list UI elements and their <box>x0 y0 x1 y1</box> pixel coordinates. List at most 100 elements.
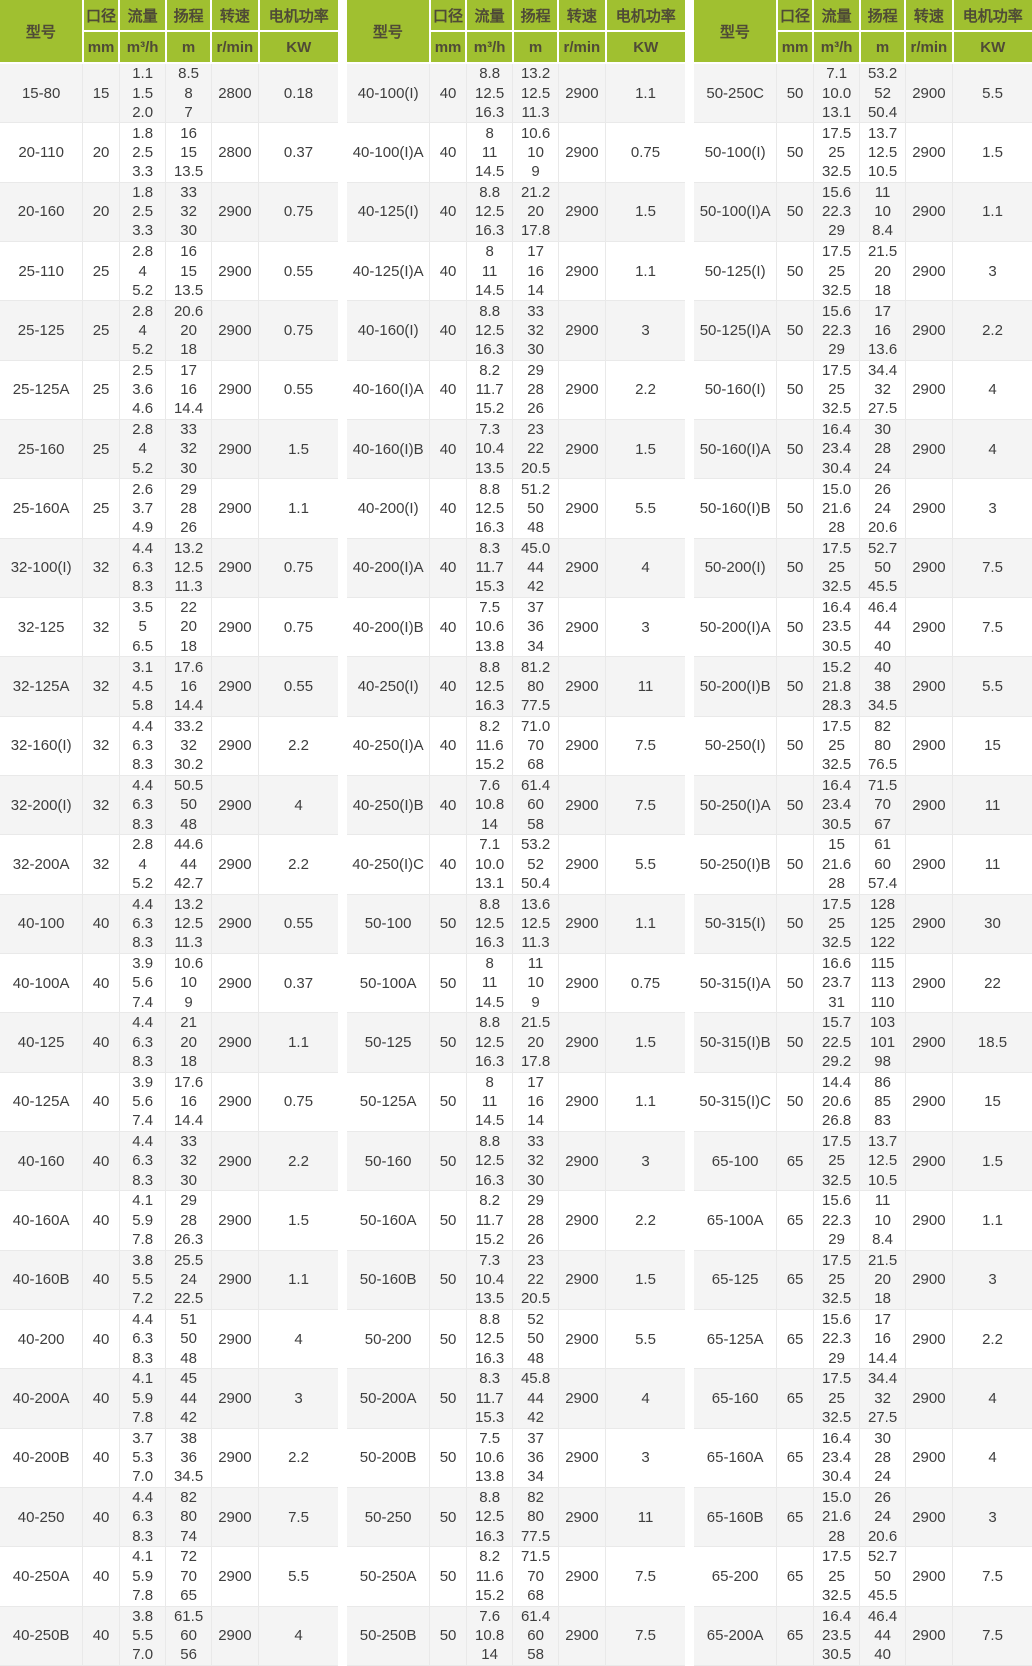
flow-cell-value: 8.3 <box>479 1370 501 1388</box>
table-row: 40-250B 40 3.8 5.5 7.0 61.5 60 56 2900 4 <box>0 1605 338 1666</box>
flow-cell: 16.4 23.4 30.5 <box>812 774 861 836</box>
power-cell: 1.5 <box>605 418 685 480</box>
head-cell-value: 26 <box>874 480 891 498</box>
head-cell-value: 80 <box>874 737 891 755</box>
flow-cell-value: 25 <box>828 143 845 161</box>
speed-cell: 2900 <box>904 418 954 480</box>
flow-cell-value: 8.3 <box>132 1349 154 1367</box>
speed-cell: 2900 <box>904 1012 954 1073</box>
col-header-power: 电机功率 <box>951 0 1032 32</box>
diameter-cell: 40 <box>82 1427 120 1488</box>
diameter-cell: 65 <box>776 1368 814 1429</box>
diameter-cell: 50 <box>429 1546 467 1607</box>
diameter-cell: 40 <box>82 1012 120 1073</box>
flow-cell-value: 4 <box>138 321 147 339</box>
diameter-cell: 40 <box>82 893 120 954</box>
table-row: 25-125 25 2.8 4 5.2 20.6 20 18 2900 0.75 <box>0 300 338 361</box>
power-cell: 0.75 <box>258 181 338 242</box>
head-cell: 17.6 16 14.4 <box>165 1071 212 1132</box>
model-cell: 40-200 <box>0 1308 84 1370</box>
flow-cell-value: 8.8 <box>479 480 501 498</box>
head-cell-value: 51 <box>180 1311 197 1329</box>
power-cell: 1.1 <box>258 1012 338 1073</box>
head-cell-value: 30 <box>527 341 544 359</box>
col-header-flow: 流量 <box>465 0 514 32</box>
col-header-speed: 转速 <box>557 0 607 32</box>
diameter-cell: 32 <box>82 774 120 836</box>
head-cell: 44.6 44 42.7 <box>165 834 212 895</box>
speed-cell: 2900 <box>210 834 260 895</box>
table-row: 40-100(I)A 40 8 11 14.5 10.6 10 9 2900 0.75 <box>347 122 685 183</box>
flow-cell-value: 3.6 <box>132 381 154 399</box>
diameter-cell: 65 <box>776 1427 814 1488</box>
flow-cell-value: 3.7 <box>132 1429 154 1447</box>
model-cell: 50-160 <box>347 1130 431 1192</box>
head-cell-value: 60 <box>527 1627 544 1645</box>
flow-cell-value: 5.6 <box>132 974 154 992</box>
head-cell: 30 28 24 <box>859 418 906 480</box>
flow-cell-value: 22.3 <box>822 1211 852 1229</box>
flow-cell-value: 2.5 <box>132 361 154 379</box>
diameter-cell: 40 <box>82 1130 120 1192</box>
speed-cell: 2900 <box>904 122 954 183</box>
speed-cell: 2900 <box>904 478 954 539</box>
head-cell: 17.6 16 14.4 <box>165 656 212 717</box>
head-cell-value: 27.5 <box>867 1409 898 1427</box>
head-cell-value: 46.4 <box>867 1607 898 1625</box>
head-cell-value: 52 <box>527 1311 544 1329</box>
table-row: 50-100A 50 8 11 14.5 11 10 9 2900 0.75 <box>347 952 685 1014</box>
head-cell-value: 12.5 <box>520 84 551 102</box>
flow-cell-value: 23.5 <box>822 618 852 636</box>
head-cell-value: 22 <box>527 440 544 458</box>
power-cell: 15 <box>952 715 1032 776</box>
flow-cell-value: 13.5 <box>475 1290 505 1308</box>
head-cell-value: 80 <box>180 1508 197 1526</box>
head-cell-value: 81.2 <box>520 658 551 676</box>
head-cell-value: 32 <box>180 1152 197 1170</box>
diameter-cell: 40 <box>429 656 467 717</box>
model-cell: 40-125 <box>0 1012 84 1073</box>
model-cell: 50-100 <box>347 893 431 954</box>
head-cell-value: 82 <box>874 717 891 735</box>
flow-cell-value: 21.6 <box>822 499 852 517</box>
flow-cell-value: 3.3 <box>132 163 154 181</box>
power-cell: 5.5 <box>605 478 685 539</box>
head-cell: 21.2 20 17.8 <box>512 181 559 242</box>
pump-spec-table-left: 型号 口径 流量 扬程 转速 电机功率 mm m³/h m r/min KW 1… <box>0 0 338 1666</box>
model-cell: 50-160(I)B <box>694 478 778 539</box>
flow-cell-value: 11 <box>481 1093 498 1111</box>
head-cell: 13.7 12.5 10.5 <box>859 122 906 183</box>
head-cell: 51 50 48 <box>165 1308 212 1370</box>
head-cell-value: 17 <box>874 1311 891 1329</box>
flow-cell-value: 32.5 <box>822 578 852 596</box>
flow-cell: 8 11 14.5 <box>465 240 514 302</box>
head-cell: 29 28 26 <box>512 1190 559 1251</box>
head-cell-value: 34 <box>527 637 544 655</box>
power-cell: 1.5 <box>605 1012 685 1073</box>
col-unit-power: KW <box>257 30 338 64</box>
diameter-cell: 50 <box>776 300 814 361</box>
power-cell: 3 <box>605 596 685 658</box>
flow-cell-value: 25 <box>828 1152 845 1170</box>
power-cell: 2.2 <box>258 715 338 776</box>
table-body: 40-100(I) 40 8.8 12.5 16.3 13.2 12.5 11.3 2900 1.… <box>347 62 685 1666</box>
flow-cell-value: 32.5 <box>822 934 852 952</box>
model-cell: 25-125A <box>0 359 84 420</box>
flow-cell-value: 6.3 <box>132 796 154 814</box>
speed-cell: 2900 <box>210 596 260 658</box>
diameter-cell: 40 <box>82 1546 120 1607</box>
head-cell-value: 33 <box>180 1133 197 1151</box>
head-cell-value: 27.5 <box>867 400 898 418</box>
flow-cell: 17.5 25 32.5 <box>812 359 861 420</box>
head-cell-value: 11.3 <box>521 103 550 121</box>
flow-cell-value: 16.3 <box>475 934 505 952</box>
diameter-cell: 50 <box>776 596 814 658</box>
speed-cell: 2900 <box>210 359 260 420</box>
flow-cell-value: 6.3 <box>132 1330 154 1348</box>
model-cell: 40-125(I)A <box>347 240 431 302</box>
head-cell: 33 32 30 <box>512 300 559 361</box>
power-cell: 1.5 <box>605 1249 685 1310</box>
head-cell-value: 70 <box>527 737 544 755</box>
flow-cell-value: 8.3 <box>132 578 154 596</box>
flow-cell-value: 30.5 <box>822 815 852 833</box>
